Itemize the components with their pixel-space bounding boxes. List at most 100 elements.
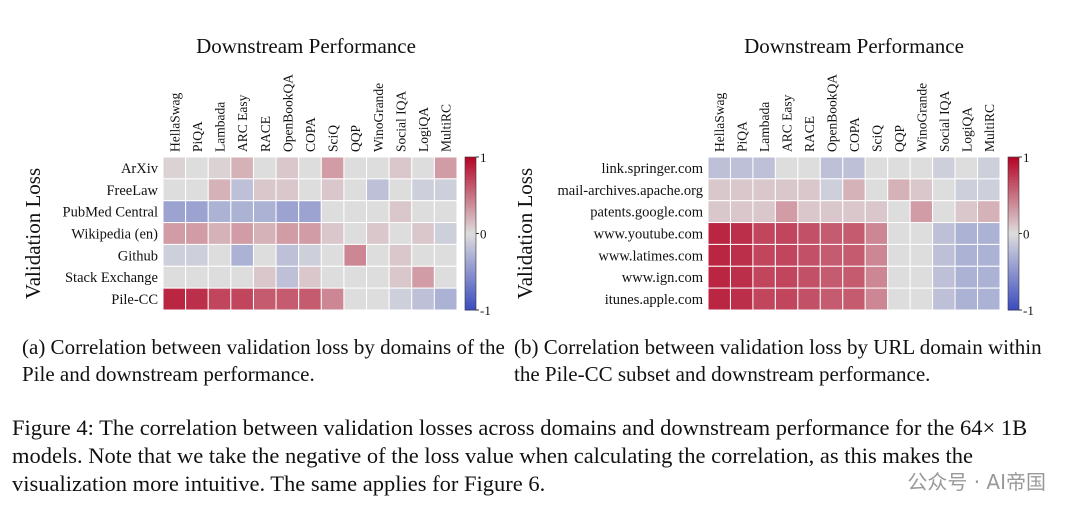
colorbar-segment [465,190,476,194]
y-axis-label: Validation Loss [513,168,537,299]
heatmap-cell [977,178,1001,202]
colorbar-segment [1008,177,1019,181]
heatmap-cell [207,265,232,289]
colorbar-segment [1008,243,1019,247]
heatmap-cell [977,287,1001,311]
colorbar-segment [465,174,476,178]
heatmap-cell [932,156,956,180]
y-tick-label: www.ign.com [622,270,704,286]
heatmap-cell [388,200,413,224]
colorbar-tick-label: -1 [1023,303,1034,318]
heatmap-cell [275,156,300,180]
heatmap-cell [298,265,322,289]
y-tick-label: Pile-CC [111,292,158,308]
colorbar-segment [465,281,476,285]
colorbar-segment [465,241,476,245]
heatmap-cell [207,287,232,311]
heatmap-cell [977,222,1001,245]
heatmap-cell [842,287,866,311]
colorbar-segment [1008,162,1019,166]
heatmap-cell [320,243,345,267]
colorbar-segment [1008,228,1019,232]
heatmap-cell [320,200,345,224]
x-tick-label: Lambada [213,102,228,152]
colorbar-segment [465,230,476,234]
heatmap-cell [388,287,413,311]
colorbar-segment [1008,304,1019,308]
charts: Downstream Performance Validation Loss Hel… [21,34,1034,318]
heatmap-cell [388,156,413,180]
heatmap-cell [932,287,956,311]
colorbar-segment [465,162,476,166]
colorbar-segment [1008,167,1019,171]
colorbar-segment [465,274,476,278]
heatmap-cell [842,265,866,289]
heatmap-cell [320,265,345,289]
heatmap-cell [954,222,979,245]
heatmap-cell [343,156,368,180]
heatmap-cell [230,200,254,224]
heatmap-cell [819,200,844,224]
colorbar-tick-label: 1 [480,150,487,165]
colorbar-segment [465,185,476,189]
colorbar-segment [1008,223,1019,227]
colorbar-segment [1008,299,1019,303]
heatmap-cell [320,222,345,245]
heatmap-cell [343,200,368,224]
heatmap-cell [887,200,911,224]
heatmap-cell [797,243,821,267]
x-tick-label: RACE [258,116,273,152]
x-tick-label: QQP [348,125,363,152]
y-tick-label: mail-archives.apache.org [558,183,703,199]
heatmap-cell [207,243,232,267]
x-tick-label: OpenBookQA [280,74,295,152]
colorbar-segment [1008,200,1019,204]
colorbar-segment [465,233,476,237]
heatmap-cell [909,178,934,202]
colorbar-segment [465,243,476,247]
colorbar-segment [465,157,476,161]
heatmap-cell [185,178,209,202]
colorbar-segment [1008,302,1019,306]
colorbar-segment [465,307,476,311]
heatmap-cell [433,222,458,245]
x-tick-label: Social IQA [393,91,408,152]
y-tick-label: FreeLaw [106,183,158,199]
chart-title: Downstream Performance [744,34,964,58]
x-tick-label: OpenBookQA [825,74,840,152]
colorbar-segment [465,164,476,168]
heatmap-cell [797,265,821,289]
heatmap-cell [932,265,956,289]
heatmap-cell [887,178,911,202]
heatmap-cell [752,222,776,245]
heatmap-cell [275,200,300,224]
colorbar-segment [1008,264,1019,268]
colorbar-segment [465,167,476,171]
heatmap-cell [230,265,254,289]
heatmap-cell [433,200,458,224]
colorbar-segment [465,202,476,206]
heatmap-cell [320,156,345,180]
heatmap-cell [932,178,956,202]
heatmap-cell [707,156,731,180]
colorbar-segment [1008,164,1019,168]
heatmap-cell [954,243,979,267]
heatmap-cell [729,287,754,311]
y-tick-label: www.youtube.com [594,227,704,243]
colorbar-segment [1008,179,1019,183]
colorbar-segment [465,284,476,288]
colorbar-segment [465,287,476,291]
heatmap-cell [909,222,934,245]
heatmap-cell [887,156,911,180]
heatmap-cell [411,222,435,245]
heatmap-cell [230,156,254,180]
colorbar-segment [465,200,476,204]
heatmap-cell [162,265,187,289]
colorbar-segment [1008,246,1019,250]
colorbar-segment [465,259,476,263]
heatmap-cell [185,265,209,289]
heatmap-cell [864,178,889,202]
colorbar-segment [465,213,476,217]
colorbar-segment [1008,253,1019,257]
y-tick-label: Github [118,248,158,264]
